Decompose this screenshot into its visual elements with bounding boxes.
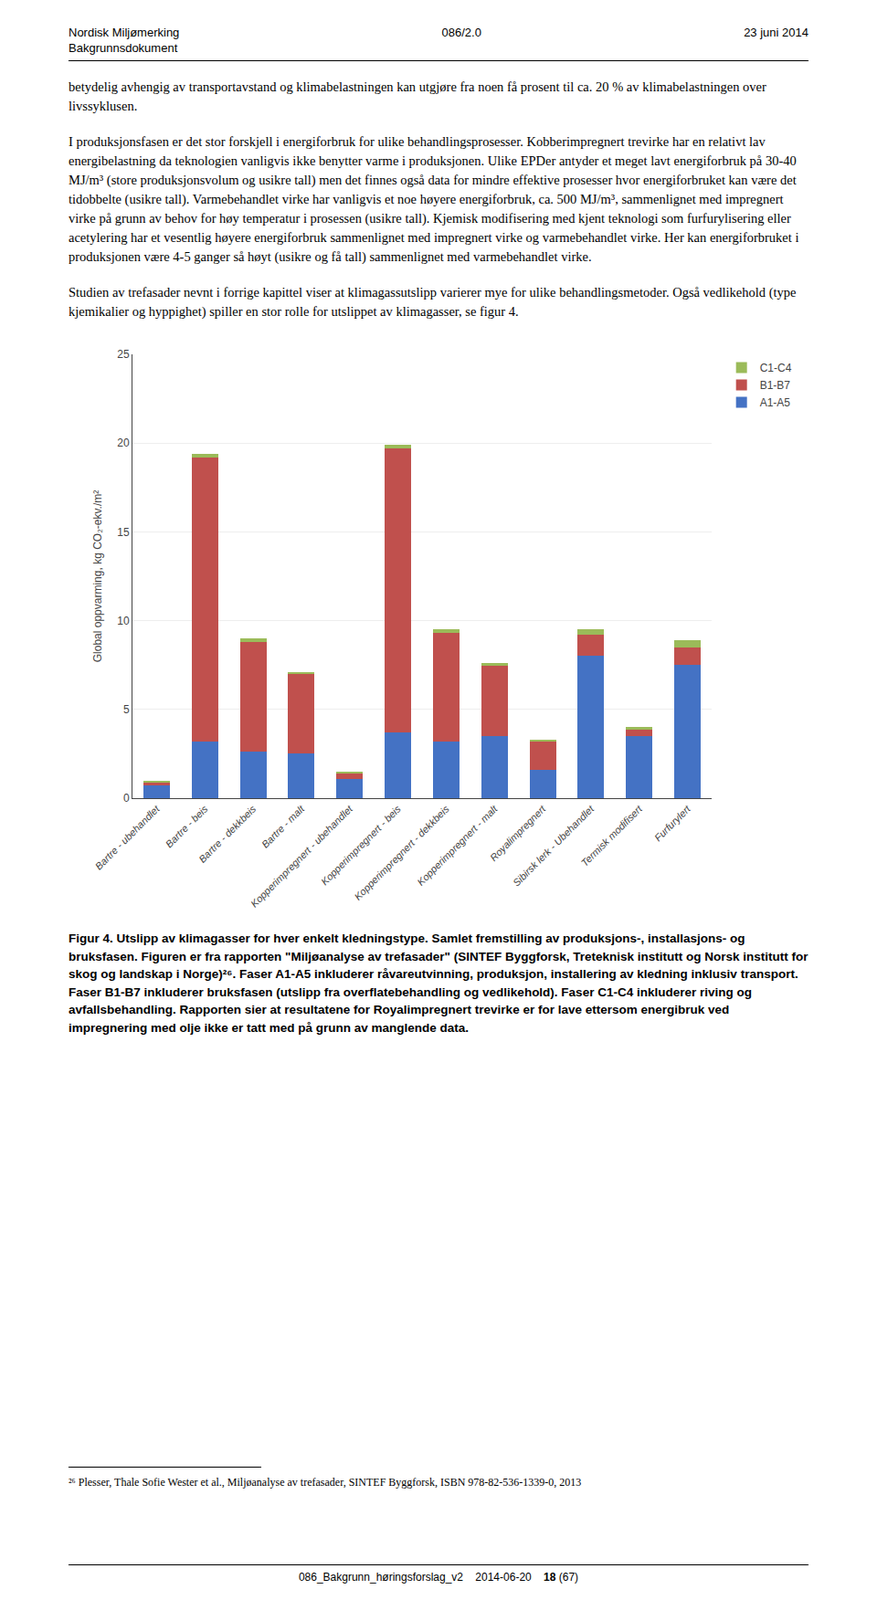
- svg-text:C1-C4: C1-C4: [760, 361, 793, 375]
- svg-text:15: 15: [116, 526, 130, 539]
- svg-text:Sibirsk lerk - Ubehandlet: Sibirsk lerk - Ubehandlet: [510, 803, 597, 889]
- html-text:Figur 4. Utslipp av klimagasse: Figur 4. Utslipp av klimagasser for hver…: [68, 931, 809, 1036]
- svg-text:Furfurylert: Furfurylert: [652, 803, 694, 845]
- html-text:23 juni 2014: 23 juni 2014: [743, 25, 809, 40]
- svg-text:0: 0: [123, 792, 130, 805]
- svg-text:Bartre - malt: Bartre - malt: [259, 803, 307, 851]
- svg-text:25: 25: [116, 348, 130, 361]
- html-text:086_Bakgrunn_høringsforslag_v2: 086_Bakgrunn_høringsforslag_v2 2014-06-2…: [298, 1571, 579, 1585]
- svg-text:Kopperimpregnert - ubehandlet: Kopperimpregnert - ubehandlet: [248, 803, 356, 910]
- html-text:²⁶ Plesser, Thale Sofie Wester: ²⁶ Plesser, Thale Sofie Wester et al., M…: [68, 1476, 582, 1490]
- svg-text:Bartre - ubehandlet: Bartre - ubehandlet: [93, 803, 163, 873]
- svg-text:10: 10: [116, 614, 130, 628]
- svg-text:Termisk modifisert: Termisk modifisert: [579, 803, 645, 869]
- svg-text:Kopperimpregnert - beis: Kopperimpregnert - beis: [318, 803, 403, 888]
- html-text:betydelig avhengig av transpor: betydelig avhengig av transportavstand o…: [68, 79, 767, 114]
- html-text:I produksjonsfasen er det stor: I produksjonsfasen er det stor forskjell…: [68, 134, 799, 265]
- svg-text:Royalimpregnert: Royalimpregnert: [487, 803, 549, 864]
- svg-text:5: 5: [123, 703, 130, 717]
- svg-text:Bartre - dekkbeis: Bartre - dekkbeis: [196, 803, 259, 866]
- svg-text:Kopperimpregnert - dekkbeis: Kopperimpregnert - dekkbeis: [351, 803, 452, 903]
- svg-text:B1-B7: B1-B7: [760, 379, 792, 392]
- svg-text:20: 20: [116, 437, 130, 451]
- svg-text:A1-A5: A1-A5: [760, 396, 792, 410]
- html-text:Nordisk Miljømerking: Nordisk Miljømerking: [68, 25, 180, 40]
- html-text:Studien av trefasader nevnt i: Studien av trefasader nevnt i forrige ka…: [68, 285, 797, 320]
- svg-text:Bartre - beis: Bartre - beis: [163, 803, 211, 850]
- html-text:086/2.0: 086/2.0: [441, 25, 482, 40]
- svg-text:Global oppvarming, kg CO₂-ekv.: Global oppvarming, kg CO₂-ekv./m²: [91, 490, 105, 664]
- svg-text:Kopperimpregnert - malt: Kopperimpregnert - malt: [414, 803, 500, 888]
- html-text:Bakgrunnsdokument: Bakgrunnsdokument: [68, 41, 178, 55]
